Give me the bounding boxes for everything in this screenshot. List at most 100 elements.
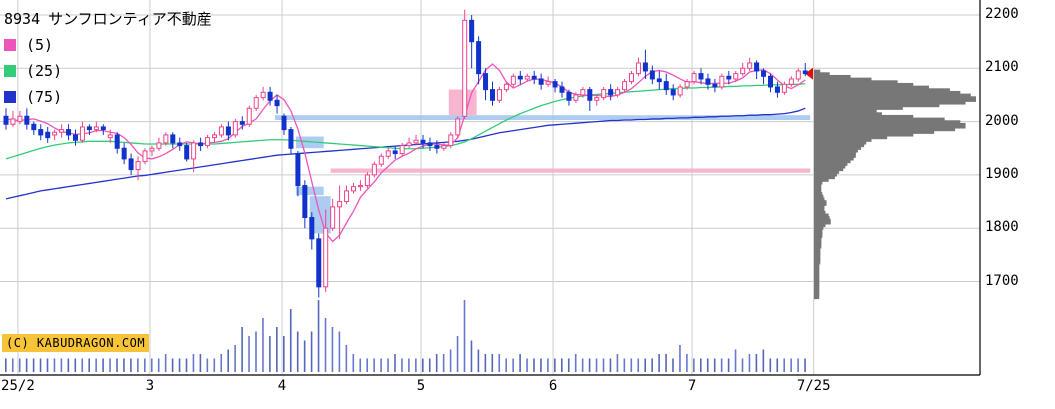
candle-body — [73, 134, 78, 141]
candle — [538, 73, 544, 90]
candle — [309, 212, 315, 250]
candle-body — [587, 89, 593, 101]
volume-bar — [408, 358, 410, 372]
candle — [781, 81, 787, 95]
candle — [225, 121, 231, 141]
candle-body — [566, 91, 572, 101]
volume-bar — [248, 336, 250, 372]
volume-bar — [303, 340, 306, 372]
volume-bar — [359, 358, 362, 372]
candle-body — [496, 89, 502, 101]
candle — [232, 118, 238, 138]
candle-body — [79, 126, 85, 141]
candle — [337, 185, 343, 239]
candle — [524, 73, 530, 82]
candle — [768, 73, 773, 93]
volume-bar — [693, 358, 695, 372]
candle-body — [670, 89, 676, 96]
candle-body — [781, 83, 787, 93]
candle-body — [10, 118, 16, 125]
candle-body — [3, 115, 9, 125]
legend-label-sma5: (5) — [26, 36, 54, 54]
candle — [670, 84, 676, 101]
candle-body — [733, 73, 739, 80]
candle — [622, 78, 628, 93]
candle — [107, 129, 113, 143]
volume-bar — [310, 331, 313, 372]
candle-body — [774, 86, 780, 93]
candle — [531, 70, 537, 85]
candle-body — [740, 67, 746, 75]
candle — [59, 124, 65, 138]
candle-body — [788, 78, 794, 85]
candle — [205, 134, 211, 149]
candle — [24, 108, 30, 130]
candle-body — [191, 142, 197, 160]
candle-body — [38, 129, 44, 136]
volume-profile — [805, 67, 976, 300]
sma25-line — [5, 83, 806, 160]
candle — [128, 153, 134, 175]
candle-body — [615, 89, 621, 96]
price-zone — [295, 186, 324, 196]
candle — [323, 209, 329, 293]
candle-body — [316, 238, 322, 288]
candle — [517, 70, 523, 85]
candle — [142, 148, 148, 165]
candle — [649, 65, 655, 85]
volume-bar — [783, 358, 785, 372]
candle-body — [45, 131, 51, 139]
volume-bar — [533, 358, 535, 372]
candle-body — [364, 174, 370, 187]
candle-body — [448, 134, 454, 147]
candle — [580, 86, 586, 98]
volume-bar — [289, 309, 292, 372]
candle-body — [212, 134, 217, 139]
volume-bar — [401, 358, 403, 372]
candle — [406, 137, 412, 149]
volume-bar — [192, 354, 195, 372]
candle-body — [218, 126, 224, 136]
volume-bar — [157, 358, 160, 372]
candle-body — [52, 131, 58, 136]
candle-body — [635, 62, 641, 75]
volume-bar — [227, 349, 229, 372]
volume-bar — [505, 358, 507, 372]
volume-bar — [567, 358, 570, 372]
volume-bar — [220, 354, 223, 372]
candle — [86, 124, 92, 135]
price-zone — [295, 136, 324, 149]
candle — [378, 153, 384, 167]
volume-bar — [755, 354, 758, 372]
candle — [73, 129, 78, 146]
legend-swatch-sma5 — [4, 39, 16, 51]
candle-body — [253, 97, 259, 109]
candle-body — [295, 153, 301, 187]
price-zone — [275, 115, 811, 121]
candle — [100, 124, 106, 135]
candle-body — [135, 161, 141, 171]
candle — [476, 36, 482, 85]
volume-bar — [39, 358, 42, 372]
stock-code: 8934 — [4, 10, 41, 28]
candle — [754, 60, 760, 79]
y-tick-label: 1700 — [985, 272, 1019, 289]
volume-bar — [60, 358, 63, 372]
candle-body — [114, 134, 120, 149]
candle — [371, 161, 377, 178]
candle — [149, 145, 155, 157]
volume-bar — [81, 358, 84, 372]
candle — [510, 73, 516, 87]
volume-bar — [144, 358, 146, 372]
candle-body — [573, 94, 579, 101]
volume-bar — [428, 358, 431, 372]
candle-body — [802, 70, 808, 75]
candle-body — [656, 78, 662, 83]
volume-bar — [574, 354, 577, 372]
candle-body — [205, 137, 211, 147]
x-tick-label: 5 — [416, 378, 426, 394]
volume-bar — [630, 358, 633, 372]
candle-body — [357, 185, 363, 188]
volume-bar — [665, 354, 667, 372]
